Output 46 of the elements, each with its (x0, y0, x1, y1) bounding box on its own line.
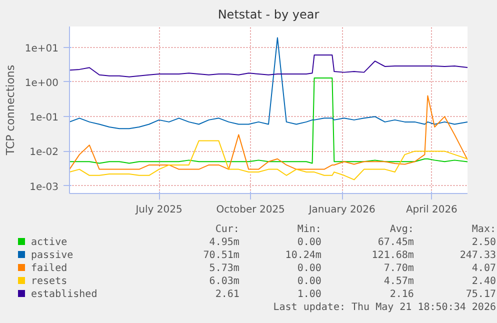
text: 2.16 (388, 288, 415, 301)
y-tick-label: 1e+00 (24, 78, 59, 89)
line-series (70, 95, 468, 170)
line-series (70, 140, 468, 180)
text: 5.73m (208, 262, 240, 275)
text: 10.24m (284, 249, 322, 262)
y-tick-label: 1e-03 (30, 182, 59, 193)
y-tick-label: 1e-02 (30, 147, 59, 158)
text: 247.33 (458, 249, 497, 262)
legend-label: active (30, 236, 68, 249)
line-series (70, 78, 468, 164)
text: 70.51m (202, 249, 240, 262)
text: 1.00 (296, 288, 322, 301)
text: 7.70m (382, 262, 415, 275)
text: 0.00 (296, 262, 322, 275)
line-series (70, 37, 468, 130)
text: 75.17 (464, 288, 497, 301)
text: Avg: (388, 223, 415, 236)
text: 121.68m (370, 249, 415, 262)
text: Cur: (214, 223, 240, 236)
text: 6.03m (208, 275, 240, 288)
text: 67.45m (376, 236, 415, 249)
text: 4.57m (382, 275, 415, 288)
text: 2.61 (214, 288, 240, 301)
text: 0.00 (296, 275, 322, 288)
text: Last update: Thu May 21 18:50:34 2026 (272, 301, 497, 314)
text: Min: (296, 223, 322, 236)
x-tick-label: April 2026 (406, 204, 458, 216)
legend-label: failed (30, 262, 68, 275)
y-axis-title: TCP connections (4, 64, 17, 156)
text: 4.07 (470, 262, 497, 275)
line-series (70, 54, 468, 78)
text: Max: (470, 223, 497, 236)
legend-label: passive (30, 249, 74, 262)
legend-label: resets (30, 275, 68, 288)
text: 0.00 (296, 236, 322, 249)
y-tick-label: 1e-01 (30, 112, 59, 124)
legend-label: established (30, 288, 98, 301)
text: 2.40 (470, 275, 497, 288)
chart-title: Netstat - by year (218, 8, 320, 22)
y-tick-label: 1e+01 (24, 43, 59, 54)
text: 2.50 (470, 236, 497, 249)
x-tick-label: January 2026 (308, 204, 376, 216)
x-tick-label: October 2025 (216, 204, 285, 216)
text: 4.95m (208, 236, 240, 249)
x-tick-label: July 2025 (134, 204, 182, 216)
